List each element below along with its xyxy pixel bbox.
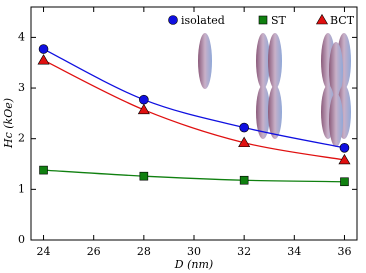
marker: [38, 44, 49, 54]
marker: [239, 122, 249, 133]
y-tick-label: 4: [18, 30, 25, 43]
legend-label: isolated: [181, 14, 225, 27]
marker: [139, 94, 149, 105]
y-tick-label: 0: [18, 233, 25, 246]
marker: [37, 54, 50, 65]
plot-frame: [30, 6, 358, 241]
legend-marker: [258, 15, 268, 25]
legend-label: BCT: [330, 14, 355, 27]
marker: [338, 153, 351, 165]
marker: [137, 103, 150, 115]
y-axis-label: Hc (kOe): [2, 98, 15, 149]
marker: [340, 177, 349, 187]
marker: [238, 136, 251, 148]
y-tick-label: 1: [18, 182, 25, 195]
marker: [239, 175, 249, 185]
x-tick-label: 36: [337, 245, 351, 258]
x-tick-label: 28: [137, 245, 151, 258]
series-line: [43, 48, 345, 149]
x-tick-label: 34: [287, 245, 301, 258]
series-line: [43, 169, 345, 183]
x-tick-label: 26: [87, 245, 101, 258]
legend-marker: [315, 13, 329, 25]
legend-marker: [168, 15, 178, 25]
marker: [339, 143, 350, 153]
series-line: [43, 59, 345, 161]
nanowire-illustrations: [198, 33, 351, 147]
y-tick-label: 2: [18, 132, 25, 145]
legend-label: ST: [271, 14, 287, 27]
marker: [39, 165, 48, 175]
x-tick-label: 30: [187, 245, 201, 258]
marker: [139, 171, 149, 181]
y-tick-label: 3: [18, 81, 25, 94]
x-tick-label: 24: [37, 245, 51, 258]
x-axis-label: D (nm): [174, 258, 213, 271]
x-tick-label: 32: [237, 245, 251, 258]
